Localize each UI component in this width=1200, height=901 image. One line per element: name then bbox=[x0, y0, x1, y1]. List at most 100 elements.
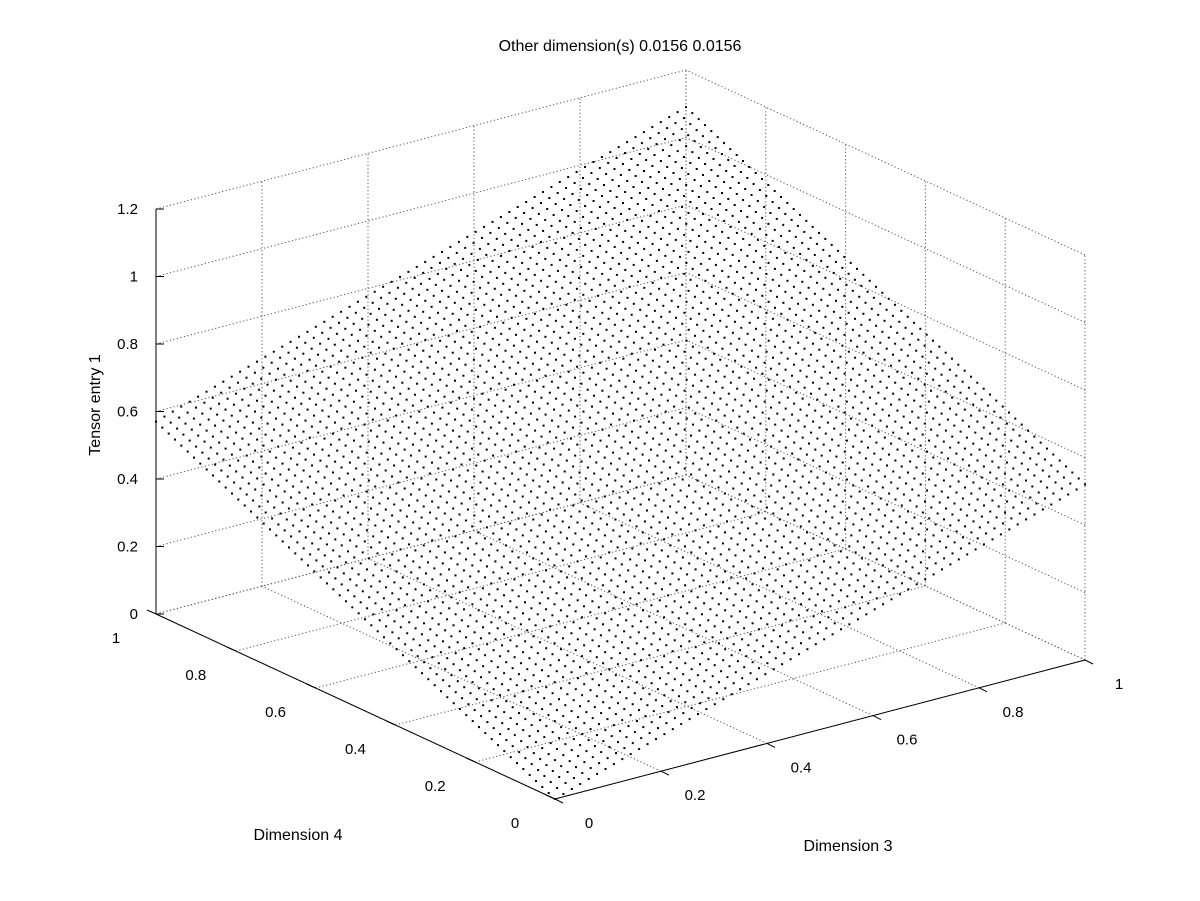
surface-point bbox=[793, 402, 796, 405]
surface-point bbox=[667, 633, 670, 636]
surface-point bbox=[572, 582, 575, 585]
surface-point bbox=[858, 607, 861, 610]
surface-point bbox=[787, 630, 790, 633]
surface-point bbox=[420, 321, 423, 324]
surface-point bbox=[294, 513, 297, 516]
surface-point bbox=[508, 288, 511, 291]
surface-point bbox=[524, 640, 527, 643]
surface-point bbox=[729, 381, 732, 384]
surface-point bbox=[1008, 489, 1011, 492]
surface-point bbox=[858, 412, 861, 415]
surface-point bbox=[416, 499, 419, 502]
surface-point bbox=[589, 689, 592, 692]
surface-point bbox=[864, 457, 867, 460]
surface-point bbox=[528, 540, 531, 543]
surface-point bbox=[689, 317, 692, 320]
surface-point bbox=[470, 291, 473, 294]
surface-point bbox=[1033, 513, 1036, 516]
surface-point bbox=[392, 386, 395, 389]
surface-point bbox=[556, 230, 559, 233]
surface-point bbox=[881, 447, 884, 450]
surface-point bbox=[376, 630, 379, 633]
surface-point bbox=[540, 318, 543, 321]
surface-point bbox=[544, 530, 547, 533]
surface-point bbox=[862, 390, 865, 393]
surface-point bbox=[700, 340, 703, 343]
surface-point bbox=[289, 418, 292, 421]
surface-point bbox=[512, 227, 515, 230]
surface-point bbox=[311, 464, 313, 467]
surface-point bbox=[579, 744, 582, 747]
surface-point bbox=[547, 714, 550, 717]
surface-point bbox=[566, 654, 569, 657]
surface-point bbox=[775, 217, 778, 220]
surface-point bbox=[871, 502, 874, 505]
surface-point bbox=[637, 475, 640, 478]
surface-point bbox=[580, 265, 583, 268]
surface-point bbox=[679, 567, 682, 570]
surface-point bbox=[734, 437, 737, 440]
surface-point bbox=[656, 571, 659, 574]
surface-point bbox=[473, 709, 476, 712]
surface-point bbox=[437, 467, 440, 470]
surface-point bbox=[646, 665, 649, 668]
surface-point bbox=[837, 483, 840, 486]
surface-point bbox=[932, 573, 935, 576]
surface-point bbox=[385, 625, 388, 628]
surface-point bbox=[513, 617, 516, 620]
surface-point bbox=[797, 458, 800, 461]
surface-point bbox=[683, 195, 686, 197]
surface-point bbox=[155, 420, 157, 423]
surface-point bbox=[762, 606, 764, 609]
surface-point bbox=[637, 280, 639, 283]
surface-point bbox=[589, 611, 592, 614]
surface-point bbox=[745, 616, 748, 619]
surface-point bbox=[763, 400, 766, 403]
surface-point bbox=[970, 492, 973, 495]
surface-point bbox=[649, 253, 652, 256]
surface-point bbox=[757, 316, 760, 319]
surface-point bbox=[440, 690, 442, 693]
surface-point bbox=[416, 382, 419, 385]
surface-point bbox=[709, 491, 712, 494]
surface-point bbox=[972, 481, 975, 484]
surface-point bbox=[926, 450, 928, 453]
surface-point bbox=[424, 338, 427, 341]
surface-point bbox=[481, 236, 483, 239]
surface-point bbox=[363, 501, 366, 504]
surface-point bbox=[495, 276, 498, 279]
surface-point bbox=[632, 263, 635, 266]
surface-point bbox=[734, 554, 737, 557]
surface-point bbox=[615, 752, 617, 755]
surface-point bbox=[439, 378, 442, 381]
surface-point bbox=[389, 525, 391, 528]
surface-point bbox=[750, 194, 753, 196]
surface-point bbox=[334, 460, 337, 463]
surface-point bbox=[595, 617, 598, 620]
surface-point bbox=[464, 441, 467, 444]
surface-point bbox=[605, 289, 608, 292]
surface-point bbox=[369, 390, 372, 393]
surface-point bbox=[426, 405, 429, 408]
surface-point bbox=[900, 426, 903, 429]
surface-point bbox=[346, 355, 349, 358]
surface-point bbox=[452, 468, 455, 471]
surface-point bbox=[913, 321, 915, 324]
surface-point bbox=[595, 344, 597, 347]
surface-point bbox=[517, 595, 520, 598]
surface-point bbox=[359, 367, 362, 370]
surface-point bbox=[729, 342, 732, 345]
surface-point bbox=[926, 528, 929, 531]
surface-point bbox=[742, 276, 745, 279]
surface-point bbox=[500, 605, 503, 608]
surface-point bbox=[837, 600, 840, 603]
surface-point bbox=[966, 514, 969, 517]
surface-point bbox=[813, 253, 816, 256]
surface-point bbox=[598, 762, 601, 765]
surface-point bbox=[978, 526, 981, 529]
surface-point bbox=[344, 522, 347, 525]
surface-point bbox=[943, 557, 946, 560]
surface-point bbox=[1004, 511, 1006, 514]
surface-point bbox=[486, 643, 489, 646]
surface-point bbox=[611, 295, 614, 298]
